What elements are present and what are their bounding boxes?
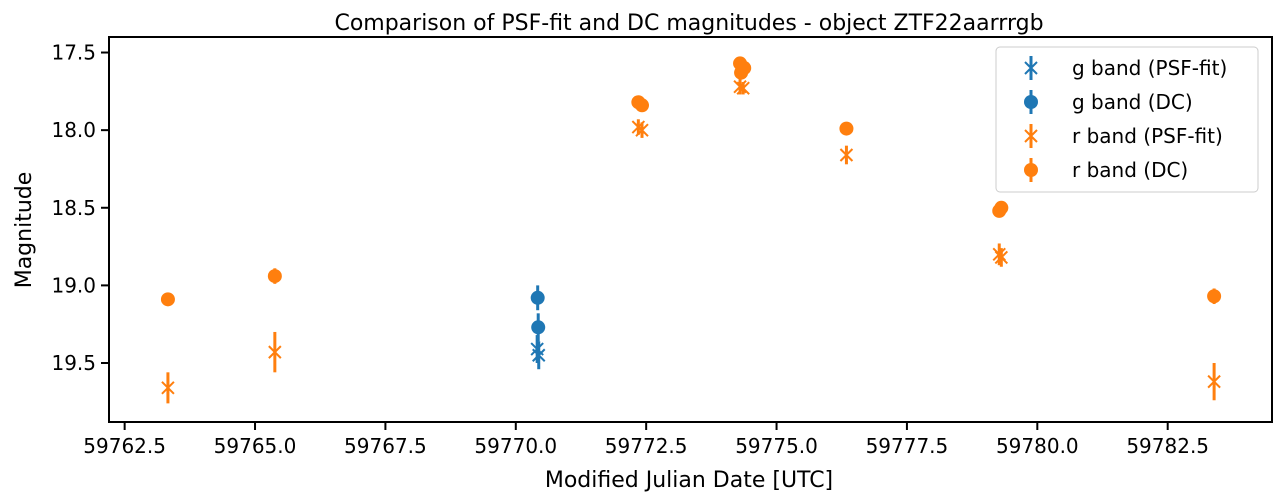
- x-tick-label: 59782.5: [1126, 434, 1209, 458]
- y-axis-label: Magnitude: [12, 172, 37, 289]
- data-point-x: [635, 123, 649, 137]
- y-tick-label: 19.0: [51, 273, 96, 297]
- legend-label: g band (PSF-fit): [1072, 56, 1227, 80]
- data-point-circle: [160, 292, 175, 307]
- series-r-band-dc-: [160, 56, 1222, 307]
- data-point-circle: [994, 200, 1009, 215]
- x-tick-label: 59772.5: [605, 434, 688, 458]
- y-tick-label: 18.5: [51, 196, 96, 220]
- data-point-x: [839, 148, 854, 162]
- legend-label: g band (DC): [1072, 90, 1193, 114]
- plot-marks: [160, 56, 1222, 404]
- data-point-circle: [737, 61, 752, 76]
- x-axis-label: Modified Julian Date [UTC]: [545, 468, 833, 493]
- legend-marker: [1024, 95, 1038, 109]
- data-point-x: [268, 345, 282, 359]
- legend-label: r band (DC): [1072, 158, 1188, 182]
- legend: g band (PSF-fit) g band (DC) r band (PSF-f…: [995, 46, 1259, 193]
- x-tick-label: 59767.5: [344, 434, 427, 458]
- x-tick-label: 59770.0: [474, 434, 557, 458]
- data-point-x: [994, 250, 1009, 265]
- data-point-circle: [634, 98, 649, 113]
- series-g-band-dc-: [530, 285, 546, 342]
- data-point-circle: [267, 269, 282, 284]
- legend-box: [995, 46, 1259, 193]
- series-r-band-psf-fit-: [161, 78, 1221, 404]
- data-point-circle: [530, 290, 545, 305]
- y-tick-label: 17.5: [51, 41, 96, 65]
- data-point-x: [532, 348, 546, 362]
- series-g-band-psf-fit-: [530, 335, 546, 370]
- legend-label: r band (PSF-fit): [1072, 124, 1223, 148]
- y-tick-label: 18.0: [51, 118, 96, 142]
- data-point-x: [161, 381, 175, 395]
- y-tick-label: 19.5: [51, 351, 96, 375]
- x-tick-label: 59780.0: [996, 434, 1079, 458]
- plot-frame: [108, 36, 1273, 423]
- chart-title: Comparison of PSF-fit and DC magnitudes …: [334, 11, 1043, 36]
- x-tick-label: 59765.0: [214, 434, 297, 458]
- x-axis: 59762.5 59765.0 59767.5 59770.0 59772.5 59775…: [83, 422, 1209, 458]
- y-axis: 17.5 18.0 18.5 19.0 19.5: [51, 41, 109, 375]
- data-point-circle: [1207, 289, 1222, 304]
- data-point-x: [736, 81, 750, 95]
- x-tick-label: 59775.0: [735, 434, 818, 458]
- legend-marker: [1024, 61, 1038, 75]
- data-point-circle: [839, 121, 854, 136]
- data-point-x: [1207, 374, 1221, 389]
- data-point-circle: [531, 320, 546, 335]
- legend-marker: [1024, 129, 1038, 143]
- legend-marker: [1024, 163, 1038, 177]
- x-tick-label: 59777.5: [866, 434, 949, 458]
- x-tick-label: 59762.5: [83, 434, 166, 458]
